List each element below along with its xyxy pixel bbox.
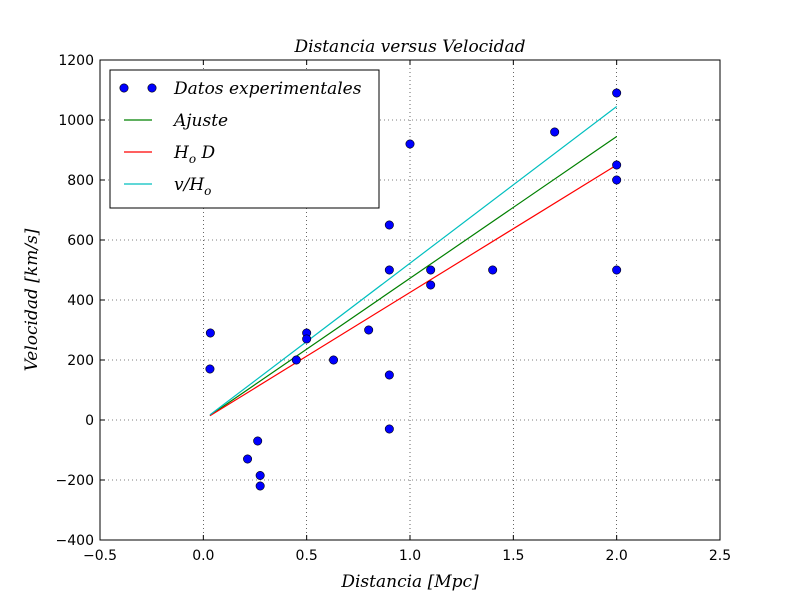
data-point: [550, 127, 560, 137]
tick-labels: −0.5 0.0 0.5 1.0 1.5 2.0 2.5 −400 −200 0 200 400 600…: [56, 53, 732, 564]
y-tick-label: 600: [67, 233, 94, 249]
data-point: [329, 355, 339, 365]
legend-handle-point: [147, 83, 157, 93]
x-tick-label: 1.0: [399, 548, 421, 564]
data-point: [384, 424, 394, 434]
y-tick-label: 800: [67, 173, 94, 189]
x-tick-label: 2.0: [606, 548, 628, 564]
data-point: [384, 220, 394, 230]
legend-handle-point: [119, 83, 129, 93]
y-tick-label: 400: [67, 293, 94, 309]
data-point: [302, 334, 312, 344]
data-point: [255, 481, 265, 491]
y-axis-label: Velocidad [km/s]: [22, 228, 42, 371]
data-point: [612, 88, 622, 98]
y-tick-label: −200: [56, 473, 94, 489]
series-line-h-o-d: [209, 164, 617, 417]
x-tick-label: 0.0: [192, 548, 214, 564]
data-point: [612, 265, 622, 275]
data-point: [205, 328, 215, 338]
legend-box: [109, 69, 380, 209]
x-axis-label: Distancia [Mpc]: [340, 572, 479, 592]
series-lines: [209, 106, 618, 417]
data-point: [205, 364, 215, 374]
data-point: [426, 265, 436, 275]
data-point: [291, 355, 301, 365]
y-tick-label: 1000: [58, 113, 94, 129]
data-point: [364, 325, 374, 335]
chart-title: Distancia versus Velocidad: [293, 37, 525, 57]
legend: Datos experimentales Ajuste Ho D v/Ho: [109, 69, 380, 209]
ticks: [99, 59, 721, 541]
y-tick-label: 0: [85, 413, 94, 429]
series-points: [205, 88, 622, 491]
legend-entry: Datos experimentales: [173, 79, 362, 99]
series-line-v-h-o: [209, 106, 618, 416]
legend-entry: v/Ho: [174, 175, 211, 198]
x-tick-label: 1.5: [502, 548, 524, 564]
data-point: [405, 139, 415, 149]
y-tick-label: 1200: [58, 53, 94, 69]
data-point: [612, 160, 622, 170]
x-tick-label: 2.5: [709, 548, 731, 564]
data-point: [384, 265, 394, 275]
data-point: [253, 436, 263, 446]
data-point: [384, 370, 394, 380]
data-point: [488, 265, 498, 275]
y-tick-label: 200: [67, 353, 94, 369]
legend-entry: Ajuste: [172, 111, 228, 131]
legend-entry: Ho D: [173, 143, 215, 166]
data-point: [426, 280, 436, 290]
data-point: [612, 175, 622, 185]
y-tick-label: −400: [56, 533, 94, 549]
data-point: [243, 454, 253, 464]
x-tick-label: −0.5: [83, 548, 117, 564]
series-line-ajuste: [209, 136, 618, 416]
data-point: [255, 470, 265, 480]
x-tick-label: 0.5: [296, 548, 318, 564]
